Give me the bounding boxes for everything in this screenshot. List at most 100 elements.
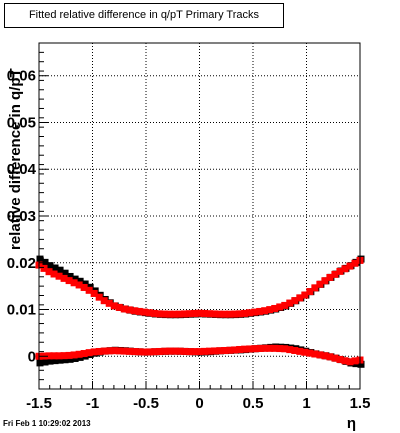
- data-point: [160, 310, 168, 318]
- data-point: [50, 270, 58, 278]
- data-point: [216, 310, 224, 318]
- data-point: [206, 310, 214, 318]
- data-point: [351, 259, 359, 267]
- data-point: [231, 346, 239, 354]
- data-point: [281, 345, 289, 353]
- data-point: [281, 301, 289, 309]
- data-point: [60, 352, 68, 360]
- data-point: [221, 346, 229, 354]
- x-axis-title: η: [347, 415, 356, 432]
- data-point: [65, 277, 73, 285]
- data-point: [46, 357, 54, 365]
- data-markers: [35, 255, 365, 368]
- data-point: [56, 266, 64, 274]
- data-point: [201, 347, 209, 355]
- data-point: [71, 275, 79, 283]
- y-tick-label: 0.04: [7, 161, 37, 178]
- data-point: [301, 348, 309, 356]
- data-point: [291, 297, 299, 305]
- data-point: [241, 309, 249, 317]
- data-point: [326, 353, 334, 361]
- x-tick-label: 1.5: [350, 395, 371, 412]
- data-point: [271, 304, 279, 312]
- data-point: [180, 347, 188, 355]
- data-point: [135, 307, 143, 315]
- data-point: [286, 346, 294, 354]
- data-point: [256, 344, 264, 352]
- data-point: [90, 348, 98, 356]
- data-point: [155, 347, 163, 355]
- data-point: [175, 347, 183, 355]
- data-point: [321, 277, 329, 285]
- data-point: [41, 358, 49, 366]
- data-point: [170, 310, 178, 318]
- x-tick-label: -0.5: [133, 395, 159, 412]
- data-point: [105, 347, 113, 355]
- data-point: [180, 310, 188, 318]
- data-point: [55, 272, 63, 280]
- data-point: [306, 288, 314, 296]
- data-point: [346, 358, 354, 366]
- data-point: [266, 306, 274, 314]
- data-point: [276, 345, 284, 353]
- data-point: [291, 346, 299, 354]
- data-point: [211, 310, 219, 318]
- data-point: [100, 347, 108, 355]
- data-point: [276, 303, 284, 311]
- data-point: [110, 302, 118, 310]
- data-point: [206, 347, 214, 355]
- data-point: [311, 284, 319, 292]
- data-point: [251, 345, 259, 353]
- data-point: [70, 279, 78, 287]
- data-point: [196, 309, 203, 317]
- data-point: [45, 352, 53, 360]
- y-tick-label: 0.03: [7, 208, 36, 225]
- data-point: [301, 291, 309, 299]
- data-point: [61, 356, 69, 364]
- data-point: [341, 265, 349, 273]
- data-point: [226, 310, 234, 318]
- data-point: [71, 354, 79, 362]
- data-point: [306, 349, 314, 357]
- data-point: [115, 347, 123, 355]
- data-point: [61, 269, 69, 277]
- data-point: [130, 348, 138, 356]
- data-point: [125, 347, 133, 355]
- data-point: [236, 345, 244, 353]
- data-point: [190, 309, 198, 317]
- y-tick-label: 0.06: [7, 68, 36, 85]
- data-point: [85, 286, 93, 294]
- x-tick-label: -1.5: [26, 395, 52, 412]
- data-point: [321, 352, 329, 360]
- data-point: [246, 309, 254, 317]
- data-point: [251, 308, 259, 316]
- data-point: [140, 308, 148, 316]
- data-point: [201, 309, 209, 317]
- data-point: [266, 344, 274, 352]
- data-point: [51, 264, 59, 272]
- data-point: [331, 354, 339, 362]
- data-point: [231, 310, 239, 318]
- data-point: [66, 355, 74, 363]
- data-point: [185, 310, 193, 318]
- data-point: [170, 347, 178, 355]
- data-point: [241, 345, 249, 353]
- data-point: [120, 347, 128, 355]
- data-point: [100, 297, 108, 305]
- data-point: [65, 351, 73, 359]
- data-point: [226, 346, 234, 354]
- y-axis-title: relative difference in q/pT: [7, 68, 24, 250]
- axis-ticks: -1.5 -1 -0.5 0 0.5 1 1.5 0 0.01 0.02 0.03 0.04 0.05 0…: [7, 51, 371, 412]
- data-point: [261, 344, 269, 352]
- data-point: [286, 299, 294, 307]
- data-point: [80, 283, 88, 291]
- data-point: [155, 310, 163, 318]
- y-tick-label: 0.01: [7, 302, 36, 319]
- data-point: [316, 351, 324, 359]
- data-point: [40, 264, 48, 272]
- data-point: [211, 347, 219, 355]
- data-point: [75, 281, 83, 289]
- y-tick-label: 0.02: [7, 255, 36, 272]
- data-point: [76, 277, 84, 285]
